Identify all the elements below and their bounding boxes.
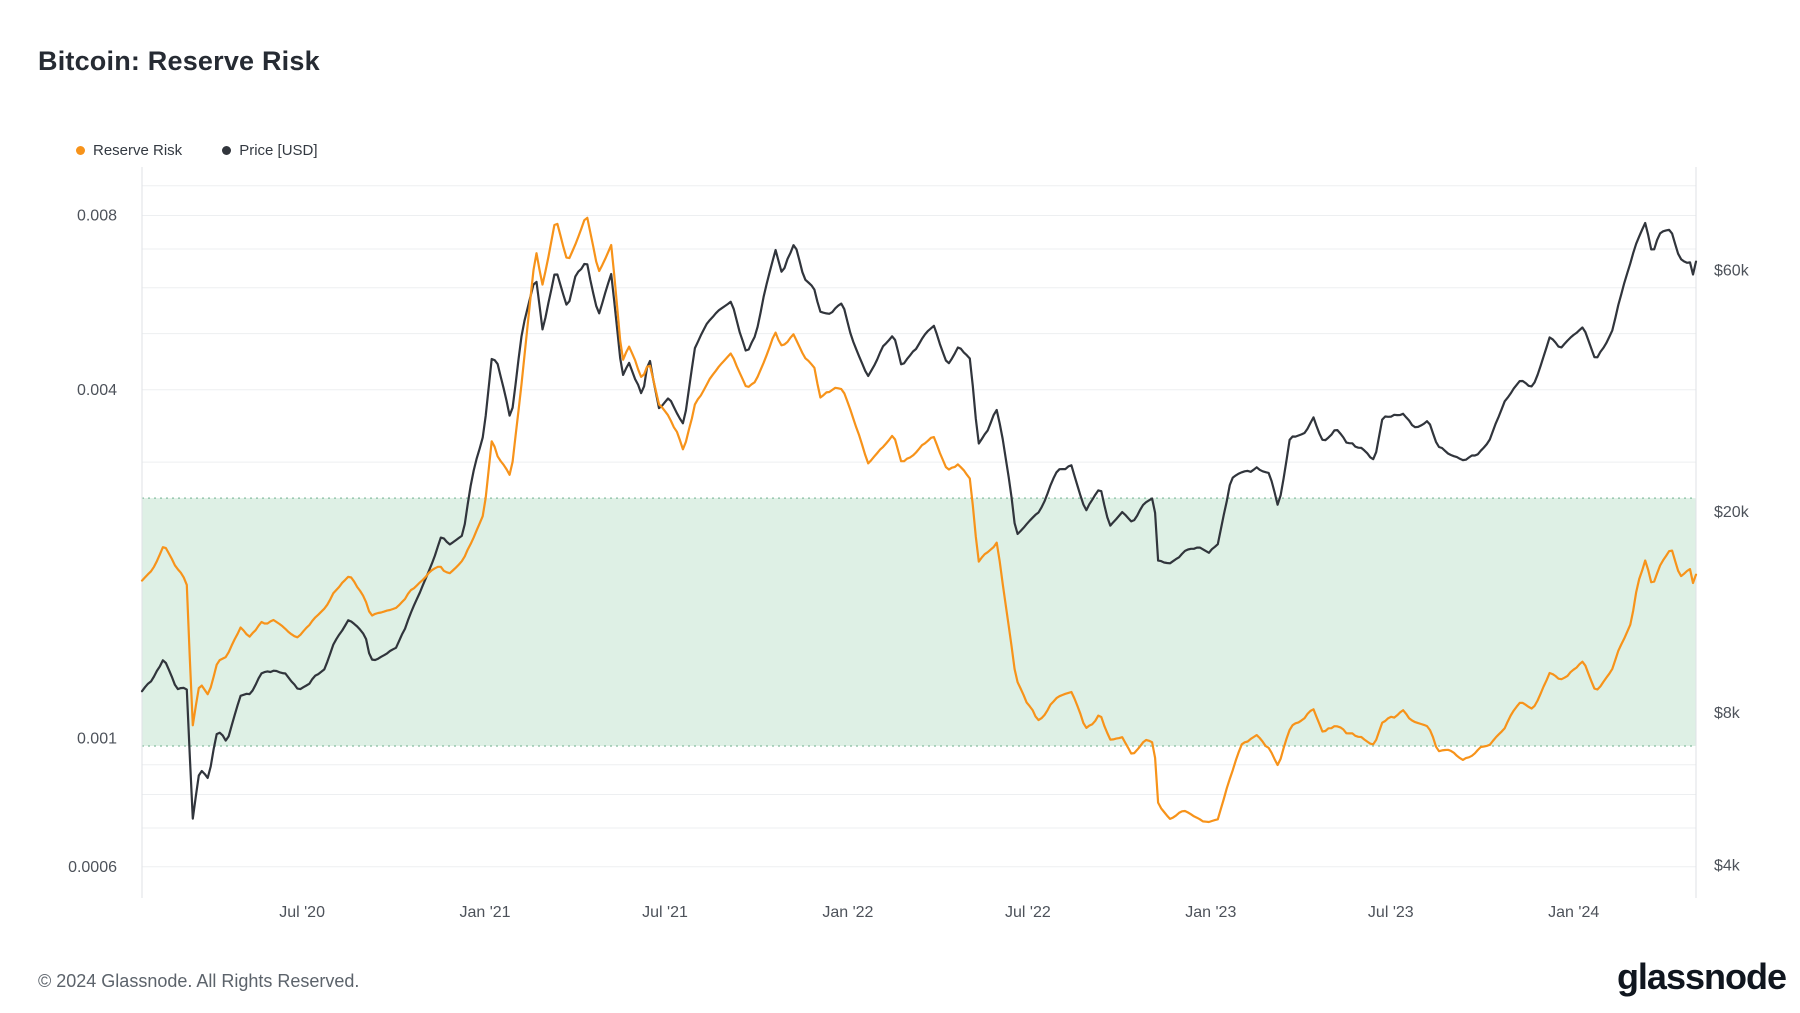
right-axis-tick-label: $60k <box>1714 262 1750 279</box>
left-axis-tick-label: 0.0006 <box>68 859 117 876</box>
x-axis-tick-label: Jul '21 <box>642 904 688 921</box>
glassnode-logo[interactable]: glassnode <box>1616 956 1787 997</box>
chart-legend: Reserve Risk Price [USD] <box>76 142 318 159</box>
right-axis-tick-label: $20k <box>1714 504 1750 521</box>
x-axis-tick-label: Jul '23 <box>1368 904 1414 921</box>
valuation-band <box>142 498 1696 746</box>
right-axis-tick-label: $4k <box>1714 858 1741 875</box>
x-axis-tick-label: Jan '24 <box>1548 904 1599 921</box>
price-line <box>140 221 1698 820</box>
legend-item-reserve-risk[interactable]: Reserve Risk <box>76 142 182 159</box>
price-usd-color-dot <box>222 146 232 155</box>
left-axis-tick-label: 0.001 <box>77 730 117 747</box>
legend-label-price-usd: Price [USD] <box>239 142 318 159</box>
reserve-risk-line <box>140 216 1698 824</box>
right-axis-tick-label: $8k <box>1714 705 1741 722</box>
legend-label-reserve-risk: Reserve Risk <box>93 142 183 159</box>
reserve-risk-color-dot <box>76 146 85 155</box>
page-title: Bitcoin: Reserve Risk <box>38 46 320 76</box>
copyright-text: © 2024 Glassnode. All Rights Reserved. <box>38 971 360 991</box>
x-axis-tick-label: Jan '21 <box>459 904 510 921</box>
left-axis-tick-label: 0.004 <box>77 382 117 399</box>
legend-item-price-usd[interactable]: Price [USD] <box>222 142 318 159</box>
x-axis-tick-label: Jan '23 <box>1185 904 1236 921</box>
x-axis-tick-label: Jul '22 <box>1005 904 1051 921</box>
x-axis-tick-label: Jul '20 <box>279 904 325 921</box>
left-axis-tick-label: 0.008 <box>77 208 117 225</box>
x-axis-tick-label: Jan '22 <box>822 904 873 921</box>
